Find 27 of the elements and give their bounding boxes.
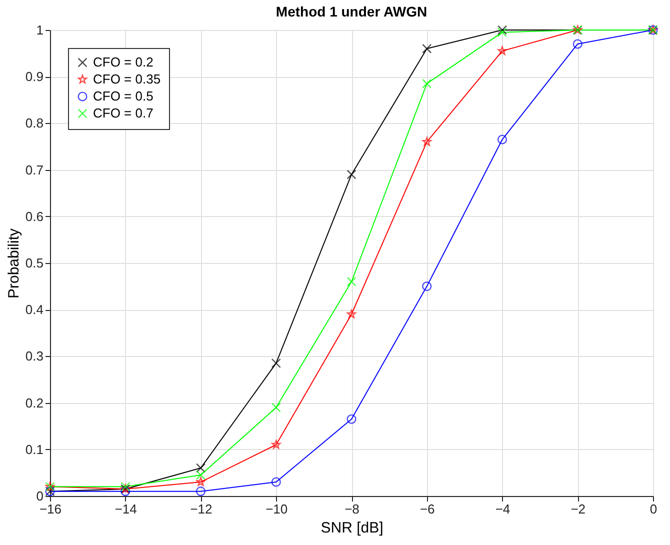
y-tick-label: 0.8 bbox=[25, 116, 44, 131]
y-tick-label: 0.3 bbox=[25, 348, 44, 364]
y-tick-label: 0 bbox=[36, 488, 44, 504]
x-tick-label: −8 bbox=[344, 502, 360, 516]
x-tick-label: −10 bbox=[266, 502, 288, 516]
legend-label: CFO = 0.35 bbox=[93, 72, 161, 86]
x-tick-label: −4 bbox=[495, 502, 510, 516]
legend-label: CFO = 0.5 bbox=[93, 88, 154, 104]
y-tick-label: 0.9 bbox=[25, 69, 44, 84]
x-tick-label: −16 bbox=[39, 502, 62, 516]
y-tick-label: 1 bbox=[36, 22, 44, 38]
y-tick-label: 0.6 bbox=[25, 208, 44, 224]
x-tick-label: −6 bbox=[420, 502, 435, 516]
x-tick-label: −12 bbox=[190, 502, 212, 516]
y-axis-title: Probability bbox=[5, 228, 22, 299]
y-tick-label: 0.4 bbox=[25, 302, 44, 318]
x-tick-label: 0 bbox=[650, 502, 658, 516]
legend-label: CFO = 0.7 bbox=[93, 106, 154, 120]
x-axis-title: SNR [dB] bbox=[320, 520, 384, 536]
legend-label: CFO = 0.2 bbox=[93, 54, 154, 70]
x-tick-label: −14 bbox=[114, 502, 137, 516]
x-tick-label: −2 bbox=[570, 502, 586, 516]
y-tick-label: 0.1 bbox=[25, 442, 44, 457]
y-tick-label: 0.2 bbox=[25, 395, 44, 410]
y-tick-label: 0.7 bbox=[25, 162, 44, 178]
y-tick-label: 0.5 bbox=[25, 256, 44, 270]
chart-title: Method 1 under AWGN bbox=[276, 3, 428, 20]
